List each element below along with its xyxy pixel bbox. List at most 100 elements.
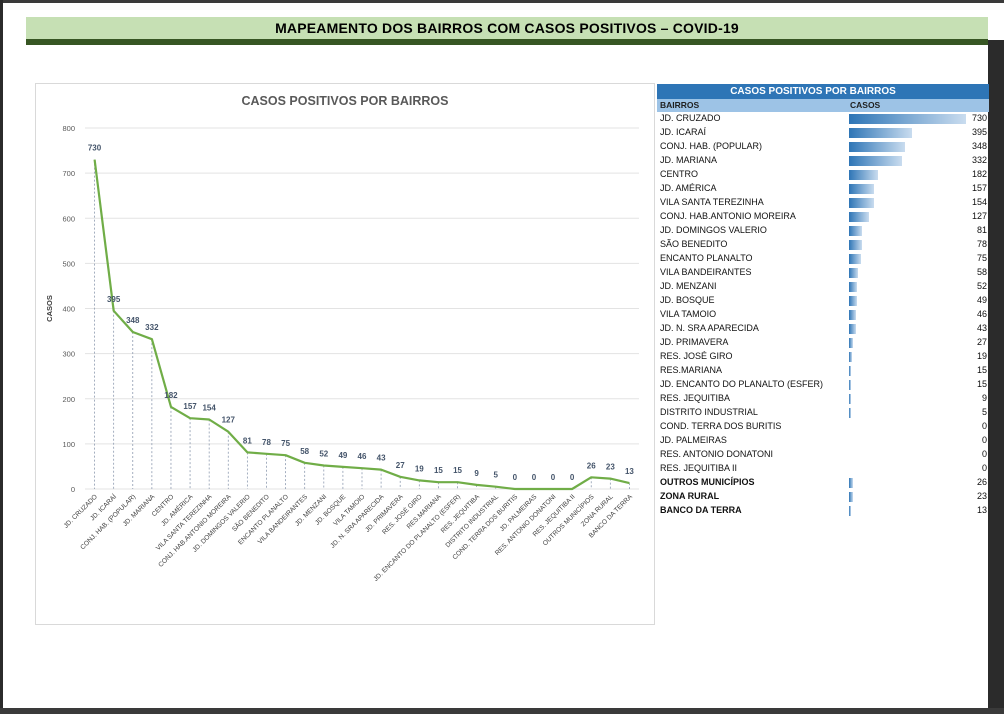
data-label: 23 — [606, 463, 615, 472]
row-data-bar — [849, 506, 852, 516]
row-bairro-name: CONJ. HAB.ANTONIO MOREIRA — [660, 211, 796, 221]
row-casos-value: 0 — [981, 449, 987, 459]
row-casos-value: 23 — [976, 491, 987, 501]
data-label: 0 — [513, 473, 518, 482]
row-bairro-name: ZONA RURAL — [660, 491, 720, 501]
row-data-bar — [849, 296, 857, 306]
row-data-bar — [849, 114, 966, 124]
page-title-banner: MAPEAMENTO DOS BAIRROS COM CASOS POSITIV… — [26, 17, 988, 45]
y-tick-label: 300 — [62, 350, 75, 359]
y-tick-label: 600 — [62, 214, 75, 223]
table-row: CONJ. HAB.ANTONIO MOREIRA 127 — [657, 210, 989, 224]
row-casos-value: 13 — [976, 505, 987, 515]
table-row: JD. CRUZADO 730 — [657, 112, 989, 126]
table-row: JD. BOSQUE 49 — [657, 294, 989, 308]
row-casos-value: 81 — [976, 225, 987, 235]
row-data-bar — [849, 282, 858, 292]
row-bairro-name: JD. ENCANTO DO PLANALTO (ESFER) — [660, 379, 824, 389]
row-casos-value: 27 — [976, 337, 987, 347]
table-row: OUTROS MUNICÍPIOS 26 — [657, 476, 989, 490]
data-label: 5 — [493, 471, 498, 480]
row-bairro-name: JD. N. SRA APARECIDA — [660, 323, 759, 333]
table-row: JD. MENZANI 52 — [657, 280, 989, 294]
row-bairro-name: JD. CRUZADO — [660, 113, 721, 123]
row-data-bar — [849, 184, 875, 194]
row-data-bar — [849, 408, 851, 418]
table-row: JD. MARIANA 332 — [657, 154, 989, 168]
table-row: CONJ. HAB. (POPULAR) 348 — [657, 140, 989, 154]
row-casos-value: 332 — [971, 155, 987, 165]
row-casos-value: 348 — [971, 141, 987, 151]
data-label: 0 — [551, 473, 556, 482]
window-top-edge — [0, 0, 1004, 3]
row-bairro-name: ENCANTO PLANALTO — [660, 253, 753, 263]
row-data-bar — [849, 310, 857, 320]
table-body: JD. CRUZADO 730 JD. ICARAÍ 395 CONJ. HAB. (P… — [657, 112, 989, 518]
data-label: 15 — [453, 466, 462, 475]
column-header-casos: CASOS — [850, 100, 881, 110]
row-bairro-name: JD. BOSQUE — [660, 295, 715, 305]
row-data-bar — [849, 380, 852, 390]
row-bairro-name: RES. JEQUITIBA — [660, 393, 731, 403]
data-label: 127 — [222, 416, 236, 425]
line-chart-panel: CASOS POSITIVOS POR BAIRROS CASOS 0 100 200 3… — [35, 83, 655, 625]
row-data-bar — [849, 156, 903, 166]
row-bairro-name: COND. TERRA DOS BURITIS — [660, 421, 782, 431]
row-bairro-name: JD. PALMEIRAS — [660, 435, 727, 445]
row-data-bar — [849, 366, 852, 376]
y-tick-label: 400 — [62, 305, 75, 314]
series-line — [93, 159, 630, 491]
row-bairro-name: VILA SANTA TEREZINHA — [660, 197, 764, 207]
data-label: 182 — [164, 391, 178, 400]
data-label: 0 — [570, 473, 575, 482]
row-casos-value: 157 — [971, 183, 987, 193]
table-row: JD. N. SRA APARECIDA 43 — [657, 322, 989, 336]
table-row: COND. TERRA DOS BURITIS 0 — [657, 420, 989, 434]
row-data-bar — [849, 338, 854, 348]
row-bairro-name: RES.MARIANA — [660, 365, 723, 375]
column-header-bairros: BAIRROS — [660, 100, 700, 110]
row-casos-value: 154 — [971, 197, 987, 207]
data-label: 75 — [281, 439, 290, 448]
row-bairro-name: JD. DOMINGOS VALERIO — [660, 225, 767, 235]
table-row: JD. AMÉRICA 157 — [657, 182, 989, 196]
data-label: 348 — [126, 316, 140, 325]
chart-title: CASOS POSITIVOS POR BAIRROS — [242, 94, 449, 108]
cases-table: CASOS POSITIVOS POR BAIRROS BAIRROS CASO… — [657, 84, 989, 518]
table-row: RES. JEQUITIBA 9 — [657, 392, 989, 406]
table-row: VILA SANTA TEREZINHA 154 — [657, 196, 989, 210]
table-row: JD. PRIMAVERA 27 — [657, 336, 989, 350]
data-label: 52 — [319, 450, 328, 459]
row-casos-value: 49 — [976, 295, 987, 305]
row-bairro-name: JD. ICARAÍ — [660, 127, 707, 137]
data-label: 46 — [358, 452, 367, 461]
row-casos-value: 0 — [981, 421, 987, 431]
y-tick-label: 100 — [62, 440, 75, 449]
table-row: RES. JOSÉ GIRO 19 — [657, 350, 989, 364]
data-label: 9 — [474, 469, 479, 478]
data-label: 19 — [415, 464, 424, 473]
row-data-bar — [849, 478, 854, 488]
y-tick-label: 0 — [71, 485, 75, 494]
data-label: 26 — [587, 461, 596, 470]
table-row: JD. DOMINGOS VALERIO 81 — [657, 224, 989, 238]
table-header: BAIRROS CASOS — [657, 99, 989, 112]
row-casos-value: 15 — [976, 379, 987, 389]
table-row: CENTRO 182 — [657, 168, 989, 182]
row-bairro-name: RES. JEQUITIBA II — [660, 463, 738, 473]
data-label: 43 — [377, 454, 386, 463]
data-label: 730 — [88, 144, 102, 153]
row-data-bar — [849, 324, 856, 334]
row-casos-value: 182 — [971, 169, 987, 179]
row-casos-value: 5 — [981, 407, 987, 417]
row-data-bar — [849, 128, 913, 138]
row-bairro-name: BANCO DA TERRA — [660, 505, 742, 515]
table-row: SÃO BENEDITO 78 — [657, 238, 989, 252]
row-casos-value: 52 — [976, 281, 987, 291]
row-data-bar — [849, 226, 862, 236]
row-casos-value: 46 — [976, 309, 987, 319]
table-row: RES. ANTONIO DONATONI 0 — [657, 448, 989, 462]
row-bairro-name: OUTROS MUNICÍPIOS — [660, 477, 755, 487]
row-bairro-name: CENTRO — [660, 169, 698, 179]
row-bairro-name: RES. ANTONIO DONATONI — [660, 449, 774, 459]
